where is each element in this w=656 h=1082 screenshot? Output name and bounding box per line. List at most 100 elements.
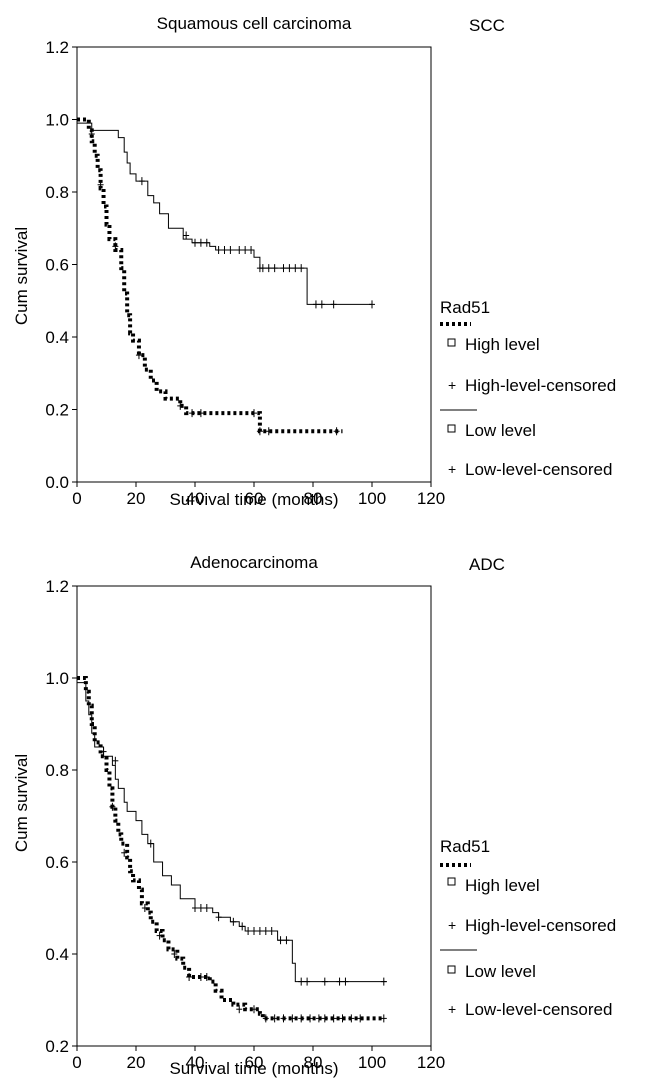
censor-mark [298, 1014, 305, 1023]
censor-mark [283, 936, 290, 945]
censor-mark [197, 904, 204, 912]
y-axis-label: Cum survival [12, 754, 31, 852]
censor-mark [265, 264, 272, 273]
censor-mark [112, 756, 119, 765]
censor-mark [192, 238, 198, 247]
legend-marker-square [447, 965, 456, 974]
censor-mark [186, 973, 193, 981]
legend-high-level-censored: High-level-censored [465, 376, 616, 395]
censor-mark [330, 1014, 337, 1023]
censor-mark [97, 180, 104, 189]
series-line-high-level [77, 676, 384, 1021]
legend-plus-glyph: + [448, 1001, 456, 1017]
x-tick-label: 120 [417, 489, 445, 508]
censor-mark [333, 427, 340, 436]
y-tick-label: 0.2 [45, 1037, 69, 1056]
y-tick-label: 0.6 [45, 256, 69, 275]
censor-mark [271, 264, 278, 273]
legend-title: Rad51 [440, 837, 490, 856]
censor-mark [336, 977, 343, 986]
censor-mark [304, 977, 311, 986]
censor-mark [262, 927, 269, 935]
censor-mark [138, 177, 145, 186]
y-tick-label: 0.4 [45, 328, 69, 347]
x-tick-label: 80 [304, 1053, 323, 1072]
censor-mark [292, 264, 299, 273]
legend-high-level: High level [465, 876, 540, 895]
censor-mark [192, 904, 198, 912]
censor-mark [342, 977, 349, 986]
legend-low-level: Low level [465, 421, 536, 440]
censor-mark [197, 238, 204, 247]
censor-mark [215, 913, 222, 922]
censor-mark [339, 1014, 346, 1023]
censor-mark [256, 927, 263, 935]
scc-panel: Squamous cell carcinoma SCC Cum survival… [12, 14, 616, 509]
censor-mark [251, 1005, 257, 1014]
censor-mark [251, 409, 257, 418]
legend: Rad51 High level + High-level-censored L… [440, 298, 616, 479]
legend-low-level-censored: Low-level-censored [465, 1000, 612, 1019]
y-tick-label: 0.8 [45, 183, 69, 202]
censor-mark [135, 351, 142, 360]
y-axis-label: Cum survival [12, 227, 31, 325]
censor-mark [203, 904, 210, 912]
censor-mark [369, 300, 375, 309]
y-tick-label: 0.6 [45, 853, 69, 872]
y-tick-label: 1.2 [45, 38, 69, 57]
plot-series [77, 676, 387, 1023]
plot-frame [76, 585, 432, 1047]
chart-tag: ADC [469, 555, 505, 574]
censor-mark [177, 401, 184, 410]
y-tick-label: 0.8 [45, 761, 69, 780]
legend-low-level: Low level [465, 962, 536, 981]
censor-mark [271, 1014, 278, 1023]
y-tick-label: 1.2 [45, 577, 69, 596]
censor-mark [189, 409, 196, 418]
x-tick-label: 100 [358, 1053, 386, 1072]
censor-mark [121, 848, 128, 857]
censor-mark [348, 1014, 355, 1023]
y-tick-label: 1.0 [45, 669, 69, 688]
plot-axes: 0 20 40 60 80 100 120 0.0 0.2 0.4 0.6 0.8 1.0 1.2 [45, 38, 445, 508]
plot-series [77, 117, 375, 436]
legend-plus-glyph: + [448, 461, 456, 477]
y-tick-label: 0.4 [45, 945, 69, 964]
censor-mark [227, 246, 234, 254]
legend-marker-square [447, 424, 456, 433]
censor-mark [112, 242, 119, 251]
adc-panel: Adenocarcinoma ADC Cum survival Survival… [12, 553, 616, 1078]
chart-tag: SCC [469, 16, 505, 35]
censor-mark [307, 1014, 314, 1023]
legend-plus-glyph: + [448, 917, 456, 933]
x-tick-label: 40 [186, 1053, 205, 1072]
censor-mark [315, 1014, 322, 1023]
censor-mark [280, 264, 287, 273]
x-tick-label: 20 [127, 489, 146, 508]
censor-mark [268, 927, 275, 935]
x-tick-label: 80 [304, 489, 323, 508]
censor-mark [265, 427, 272, 436]
series-line-high-level [77, 117, 343, 434]
censor-mark [239, 922, 246, 931]
censor-mark [183, 231, 190, 240]
censor-mark [312, 300, 319, 309]
x-tick-label: 0 [72, 1053, 81, 1072]
censor-mark [215, 246, 222, 254]
series-line-low-level [77, 122, 372, 305]
series-line-low-level [77, 682, 387, 983]
y-tick-label: 0.0 [45, 473, 69, 492]
censor-mark [330, 300, 337, 309]
censor-mark [242, 246, 249, 254]
censor-mark [321, 977, 328, 986]
plot-axes: 0 20 40 60 80 100 120 0.2 0.4 0.6 0.8 1.0 1.2 [45, 577, 445, 1072]
censor-mark [280, 1014, 287, 1023]
y-tick-label: 1.0 [45, 111, 69, 130]
censor-mark [109, 802, 116, 811]
censor-mark [245, 927, 252, 935]
censor-mark [100, 747, 107, 756]
legend-low-level-censored: Low-level-censored [465, 460, 612, 479]
censor-mark [203, 238, 210, 247]
y-tick-label: 0.2 [45, 401, 69, 420]
x-tick-label: 60 [245, 1053, 264, 1072]
